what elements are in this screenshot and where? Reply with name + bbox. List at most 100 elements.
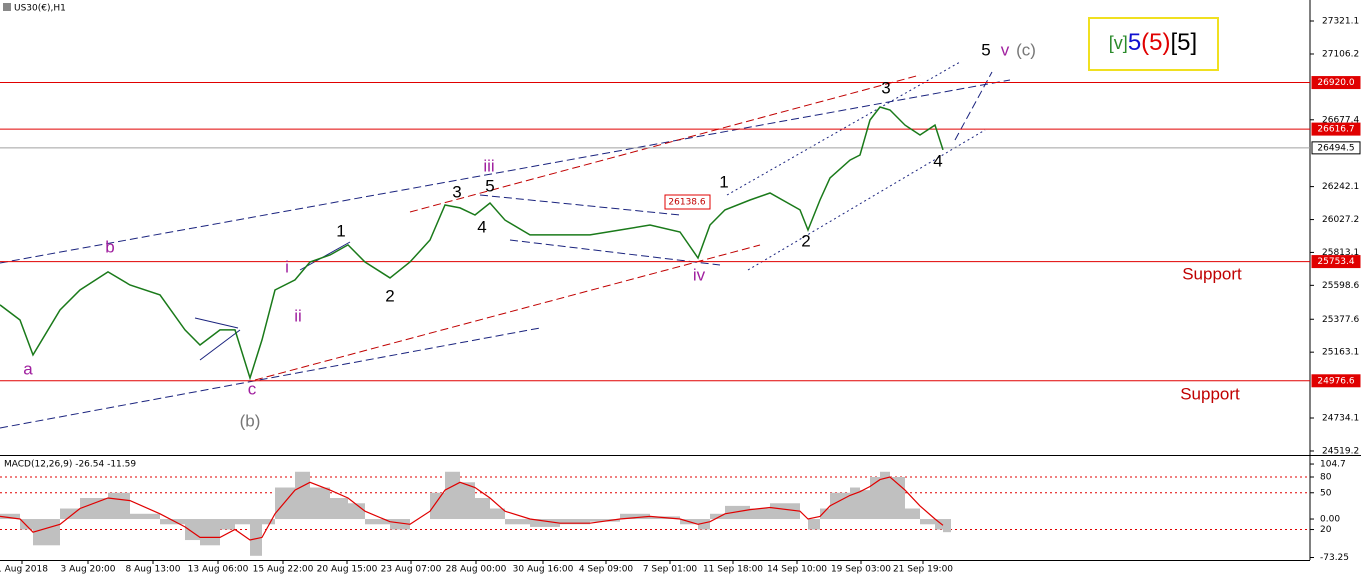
- x-tick-label: 30 Aug 16:00: [513, 565, 574, 575]
- macd-bar: [905, 508, 920, 520]
- wave-count-part: (5): [1141, 29, 1170, 56]
- macd-tick-label: 50: [1320, 488, 1332, 498]
- x-tick-label: 13 Aug 06:00: [188, 565, 249, 575]
- x-tick-label: 7 Sep 01:00: [643, 565, 698, 575]
- macd-tick-label: 80: [1320, 473, 1332, 483]
- macd-bar: [920, 519, 935, 525]
- level-label-box: [1311, 255, 1361, 269]
- trend-line: [199, 329, 241, 361]
- macd-bar: [850, 487, 860, 520]
- wave-label: (b): [240, 411, 261, 430]
- level-label-box: [1311, 76, 1361, 90]
- support-label: Support: [1180, 384, 1240, 403]
- wave-count-box: [1088, 17, 1219, 71]
- macd-bar: [220, 519, 235, 530]
- y-tick-label: 25813.1: [1322, 248, 1359, 258]
- support-label: Support: [1182, 264, 1242, 283]
- macd-bar: [590, 519, 620, 522]
- wave-label: ii: [294, 306, 302, 325]
- level-label: 24976.6: [1317, 376, 1354, 386]
- macd-bar: [808, 519, 820, 530]
- x-tick-label: 19 Sep 03:00: [831, 565, 891, 575]
- x-tick-label: 23 Aug 07:00: [381, 565, 442, 575]
- wave-label: 2: [385, 286, 394, 305]
- macd-bar: [698, 519, 710, 530]
- trend-line: [0, 79, 1011, 264]
- macd-bar: [620, 513, 650, 520]
- y-tick-label: 27106.2: [1322, 49, 1359, 59]
- macd-bar: [870, 477, 880, 520]
- macd-bar: [185, 519, 200, 541]
- macd-bar: [0, 513, 20, 520]
- level-label: 26920.0: [1317, 78, 1354, 88]
- wave-label: 1: [719, 172, 728, 191]
- macd-bar: [80, 498, 108, 520]
- macd-bar: [275, 487, 295, 520]
- wave-label: 4: [933, 151, 942, 170]
- x-tick-label: 28 Aug 00:00: [446, 565, 507, 575]
- wave-count-part: [v]: [1109, 33, 1128, 53]
- macd-bar: [60, 508, 80, 520]
- x-tick-label: 1 Aug 2018: [0, 565, 48, 575]
- macd-bar: [390, 519, 410, 530]
- wave-label: b: [105, 237, 114, 256]
- wave-label: 2: [801, 231, 810, 250]
- trend-line: [0, 327, 541, 429]
- macd-signal: [0, 476, 944, 541]
- wave-label: 1: [336, 221, 345, 240]
- macd-bar: [445, 471, 460, 520]
- macd-bar: [475, 498, 490, 520]
- macd-bar: [710, 513, 725, 520]
- wave-label: iv: [693, 265, 706, 284]
- wave-label: a: [23, 359, 33, 378]
- macd-bar: [530, 519, 560, 527]
- wave-label: iii: [483, 156, 494, 175]
- macd-bar: [750, 508, 770, 520]
- macd-bar: [770, 503, 800, 520]
- level-label: 25753.4: [1317, 257, 1354, 267]
- x-tick-label: 8 Aug 13:00: [126, 565, 181, 575]
- x-tick-label: 20 Aug 15:00: [317, 565, 378, 575]
- macd-bar: [33, 519, 60, 546]
- macd-tick-label: 0.00: [1320, 515, 1340, 525]
- macd-bar: [820, 508, 830, 520]
- y-tick-label: 27321.1: [1322, 17, 1359, 27]
- macd-bar: [830, 492, 850, 520]
- x-tick-label: 4 Sep 09:00: [579, 565, 634, 575]
- y-tick-label: 25377.6: [1322, 315, 1359, 325]
- macd-bar: [20, 519, 33, 530]
- level-label-box: [1311, 122, 1361, 136]
- wave-count: [v]5(5)[5]: [1109, 29, 1197, 56]
- wave-label: v: [1001, 40, 1010, 59]
- x-tick-label: 11 Sep 18:00: [703, 565, 763, 575]
- wave-count-part: [5]: [1171, 29, 1198, 56]
- macd-bar: [365, 519, 390, 525]
- macd-bar: [860, 490, 870, 520]
- trend-line: [409, 74, 921, 213]
- trend-line: [747, 129, 986, 271]
- wave-label: 4: [477, 217, 486, 236]
- macd-tick-label: 104.7: [1320, 460, 1346, 470]
- trend-line: [254, 244, 761, 381]
- level-label: 26494.5: [1317, 143, 1354, 153]
- x-tick-label: 21 Sep 19:00: [893, 565, 953, 575]
- macd-bar: [262, 519, 275, 525]
- wave-label: (c): [1016, 40, 1036, 59]
- macd-bar: [725, 505, 750, 520]
- y-tick-label: 26242.1: [1322, 182, 1359, 192]
- macd-bar: [560, 519, 590, 525]
- chart-title: US30(€),H1: [14, 4, 66, 14]
- callout-label: 26138.6: [668, 198, 705, 208]
- wave-label: 5: [981, 40, 990, 59]
- macd-bar: [505, 519, 530, 525]
- macd-bar: [200, 519, 220, 546]
- trend-lines: [0, 61, 1011, 429]
- y-tick-label: 25598.6: [1322, 281, 1359, 291]
- macd-bar: [348, 503, 365, 520]
- macd-tick-label: -73.25: [1320, 553, 1349, 563]
- x-tick-label: 15 Aug 22:00: [253, 565, 314, 575]
- macd-bar: [160, 519, 185, 525]
- wave-label: i: [285, 257, 289, 276]
